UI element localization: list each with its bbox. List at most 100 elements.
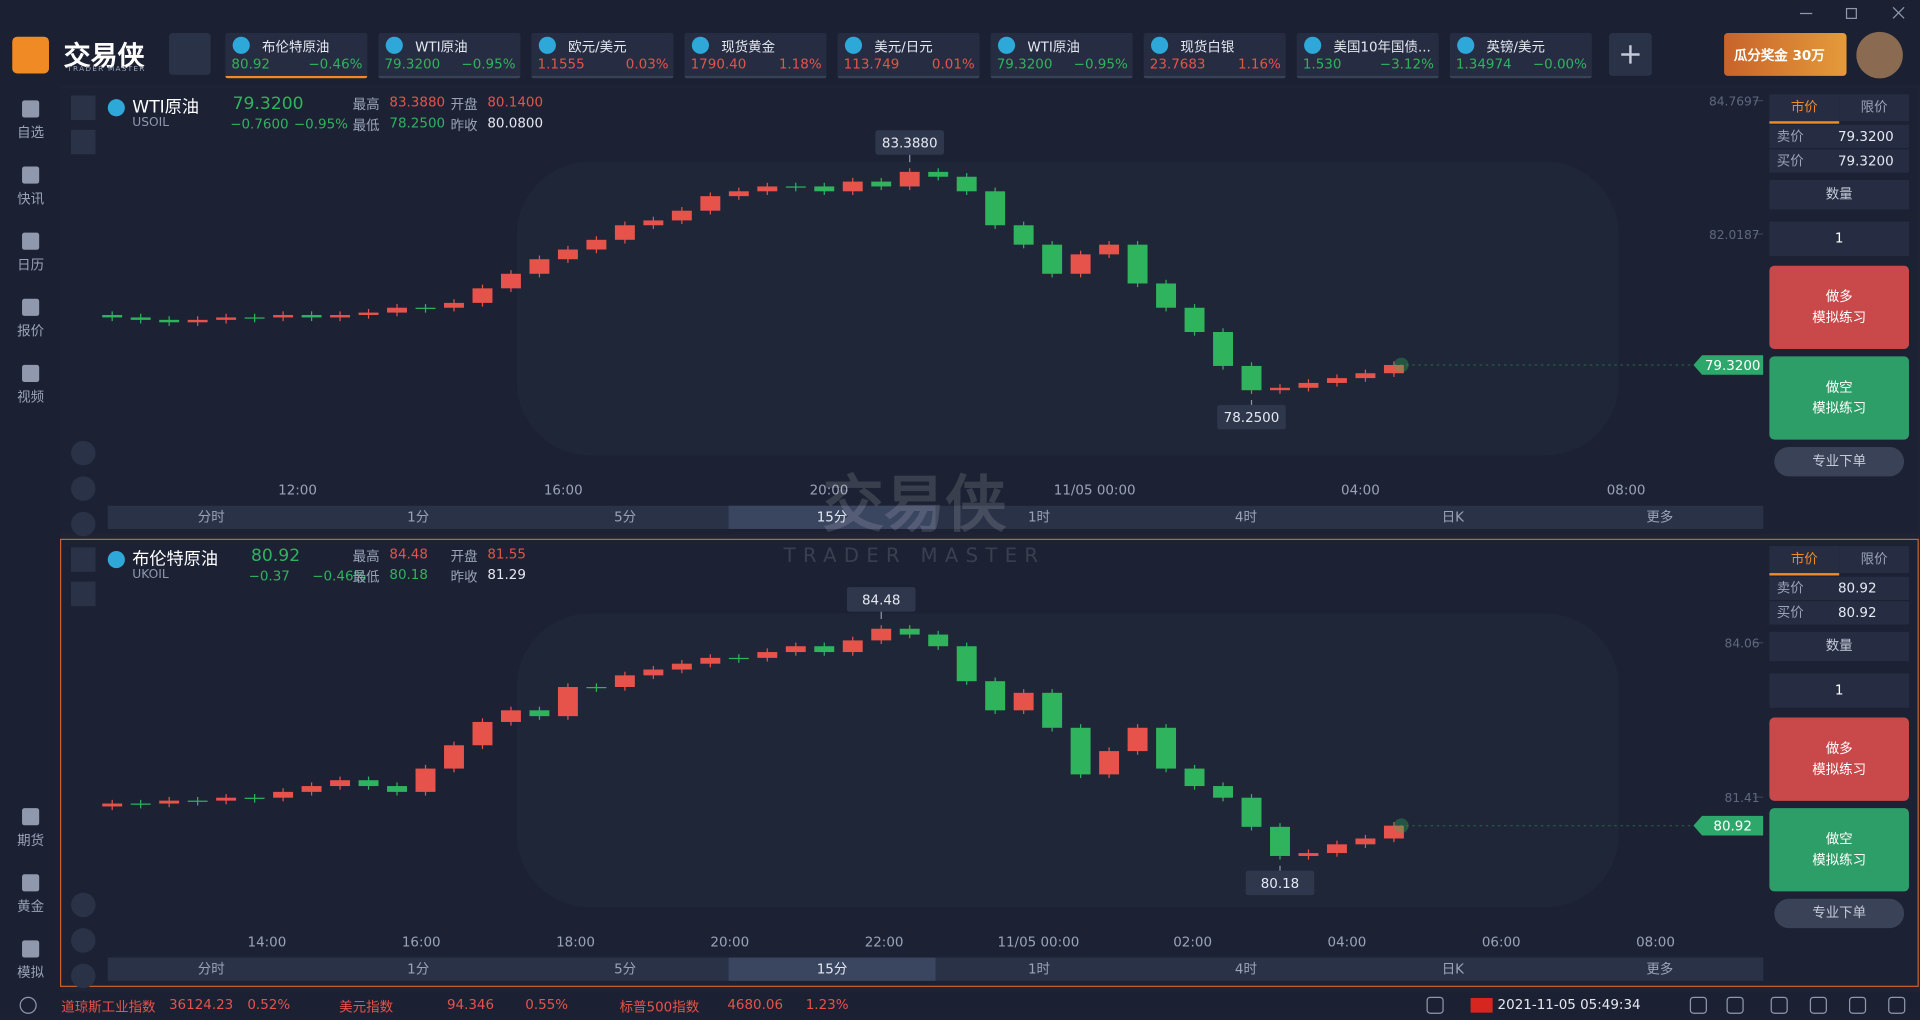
trade-button[interactable]: 做多 模拟练习 <box>1769 717 1909 801</box>
sidebar-item[interactable]: 自选 <box>0 100 61 142</box>
datetime: 2021-11-05 05:49:34 <box>1497 996 1641 1013</box>
order-tab[interactable]: 市价 <box>1769 94 1840 124</box>
period-tab[interactable]: 1分 <box>407 961 430 978</box>
candle <box>757 186 778 192</box>
period-tab[interactable]: 15分 <box>728 505 936 529</box>
sidebar-item[interactable]: 日历 <box>0 232 61 275</box>
sidebar-label: 期货 <box>17 832 45 849</box>
symbol-code: USOIL <box>132 116 170 130</box>
status-icon[interactable] <box>1809 996 1827 1014</box>
status-icon[interactable] <box>1848 996 1867 1014</box>
window-controls[interactable] <box>1788 2 1920 24</box>
period-tab[interactable]: 分时 <box>197 961 225 978</box>
symbol-change: −0.37 <box>248 568 290 585</box>
order-tab[interactable]: 市价 <box>1769 546 1840 576</box>
close-button[interactable] <box>71 95 96 121</box>
sidebar-item[interactable]: 期货 <box>0 808 61 850</box>
status-icon[interactable] <box>1426 996 1444 1014</box>
tool-button[interactable] <box>71 511 96 537</box>
expand-button[interactable] <box>71 129 96 155</box>
trade-button[interactable]: 做空 模拟练习 <box>1769 356 1909 440</box>
candle <box>614 225 635 240</box>
sidebar-icon <box>22 874 40 892</box>
period-tab[interactable]: 日K <box>1441 509 1465 526</box>
ticker[interactable]: 现货黄金 1790.40 1.18% <box>684 33 827 79</box>
tool-button[interactable] <box>71 963 96 989</box>
status-icon[interactable] <box>1689 996 1707 1014</box>
qty-input[interactable]: 1 <box>1769 221 1909 256</box>
tool-button[interactable] <box>71 928 96 953</box>
status-icon[interactable] <box>1726 996 1744 1014</box>
marker-label: 84.48 <box>862 593 901 608</box>
support-icon[interactable] <box>19 996 37 1014</box>
period-tab[interactable]: 5分 <box>614 961 637 978</box>
ticker[interactable]: WTI原油 79.3200 −0.95% <box>990 33 1133 79</box>
trade-button[interactable]: 做空 模拟练习 <box>1769 808 1909 892</box>
candle <box>928 634 949 647</box>
tool-button[interactable] <box>71 476 96 501</box>
tool-button[interactable] <box>71 892 96 918</box>
ticker-icon <box>844 36 863 54</box>
period-tab[interactable]: 更多 <box>1646 509 1674 526</box>
status-icon[interactable] <box>1888 996 1906 1014</box>
sidebar-item[interactable]: 黄金 <box>0 874 61 916</box>
sidebar-item[interactable]: 报价 <box>0 298 61 341</box>
x-tick-label: 11/05 00:00 <box>1054 484 1136 499</box>
ticker[interactable]: 英镑/美元 1.34974 −0.00% <box>1449 33 1592 79</box>
ticker[interactable]: 布伦特原油 80.92 −0.46% <box>225 33 368 79</box>
period-tab[interactable]: 4时 <box>1234 961 1257 978</box>
status-icon[interactable] <box>1770 996 1788 1014</box>
candle <box>1241 365 1262 391</box>
ticker[interactable]: 美元/日元 113.749 0.01% <box>837 33 980 79</box>
price-row-label: 买价 <box>1776 604 1804 621</box>
pro-order-button[interactable]: 专业下单 <box>1774 446 1905 477</box>
index-name[interactable]: 道琼斯工业指数 <box>61 999 156 1016</box>
period-tab[interactable]: 1时 <box>1027 509 1051 526</box>
ticker[interactable]: 美国10年国债... 1.530 −3.12% <box>1296 33 1439 79</box>
order-tab[interactable]: 限价 <box>1839 546 1909 574</box>
index-name[interactable]: 美元指数 <box>339 999 394 1016</box>
plus-icon <box>1621 45 1640 64</box>
chart-panel: 84.7697 82.0187 83.3880 78.2500 79.3200 12:00… <box>61 88 1918 537</box>
order-tab[interactable]: 限价 <box>1839 94 1909 122</box>
candle <box>415 307 436 309</box>
y-tick-label: 81.41 <box>1725 791 1760 805</box>
order-panel: 市价 限价 卖价 80.92 买价 80.92 数量 1 做多 模拟练习 做空 模拟练习 专业下单 <box>1769 546 1909 938</box>
symbol-change: −0.7600 <box>230 116 289 133</box>
pro-order-button[interactable]: 专业下单 <box>1774 898 1905 929</box>
period-tab[interactable]: 15分 <box>728 957 936 981</box>
close-button[interactable] <box>71 547 96 572</box>
symbol-name[interactable]: WTI原油 <box>132 97 200 118</box>
ticker-name: 欧元/美元 <box>568 39 627 56</box>
candle <box>1355 838 1376 845</box>
add-ticker[interactable] <box>1608 33 1652 76</box>
period-tab[interactable]: 更多 <box>1646 961 1674 978</box>
period-tab[interactable]: 1时 <box>1027 961 1051 978</box>
sidebar-item[interactable]: 快讯 <box>0 166 61 209</box>
sidebar-item[interactable]: 模拟 <box>0 940 61 982</box>
period-tab[interactable]: 4时 <box>1234 509 1257 526</box>
expand-button[interactable] <box>71 581 96 607</box>
ticker[interactable]: 现货白银 23.7683 1.16% <box>1143 33 1286 79</box>
symbol-name[interactable]: 布伦特原油 <box>132 549 218 570</box>
index-pct: 0.55% <box>525 996 569 1013</box>
ticker-change: 1.16% <box>1238 56 1281 73</box>
period-tab[interactable]: 日K <box>1441 961 1465 978</box>
promo-banner[interactable]: 瓜分奖金 30万 <box>1724 33 1847 76</box>
candle <box>1099 751 1120 775</box>
x-tick-label: 11/05 00:00 <box>997 936 1079 951</box>
tool-button[interactable] <box>71 440 96 466</box>
candle <box>700 657 721 664</box>
period-tab[interactable]: 分时 <box>197 509 225 526</box>
layout-button[interactable] <box>168 33 211 75</box>
index-name[interactable]: 标普500指数 <box>619 999 700 1016</box>
marker-label: 83.3880 <box>882 136 938 151</box>
sidebar-item[interactable]: 视频 <box>0 364 61 407</box>
period-tab[interactable]: 1分 <box>407 509 430 526</box>
qty-input[interactable]: 1 <box>1769 673 1909 708</box>
period-tab[interactable]: 5分 <box>614 509 637 526</box>
ticker[interactable]: WTI原油 79.3200 −0.95% <box>378 33 521 79</box>
ticker[interactable]: 欧元/美元 1.1555 0.03% <box>531 33 674 79</box>
trade-button[interactable]: 做多 模拟练习 <box>1769 265 1909 349</box>
avatar[interactable] <box>1856 31 1903 79</box>
